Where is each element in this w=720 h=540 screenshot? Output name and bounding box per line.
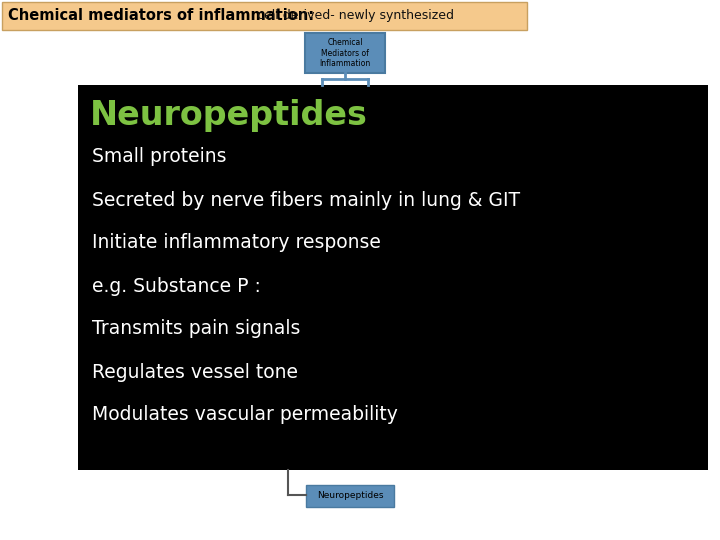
Text: Modulates vascular permeability: Modulates vascular permeability: [92, 406, 398, 424]
Text: Neuropeptides: Neuropeptides: [317, 491, 383, 501]
Bar: [305, 33, 385, 73]
Text: Transmits pain signals: Transmits pain signals: [92, 320, 300, 339]
Text: Secreted by nerve fibers mainly in lung & GIT: Secreted by nerve fibers mainly in lung …: [92, 191, 520, 210]
Text: e.g. Substance P :: e.g. Substance P :: [92, 276, 261, 295]
Text: Chemical
Mediators of
Inflammation: Chemical Mediators of Inflammation: [320, 38, 371, 68]
Bar: [306, 485, 394, 507]
Bar: [2, 2, 527, 30]
Text: Chemical mediators of inflammation:: Chemical mediators of inflammation:: [8, 9, 314, 24]
Text: Initiate inflammatory response: Initiate inflammatory response: [92, 233, 381, 253]
Text: Regulates vessel tone: Regulates vessel tone: [92, 362, 298, 381]
Text: Neuropeptides: Neuropeptides: [90, 98, 368, 132]
Text: cell derived- newly synthesized: cell derived- newly synthesized: [253, 10, 454, 23]
Bar: [78, 85, 708, 470]
Text: Small proteins: Small proteins: [92, 147, 227, 166]
